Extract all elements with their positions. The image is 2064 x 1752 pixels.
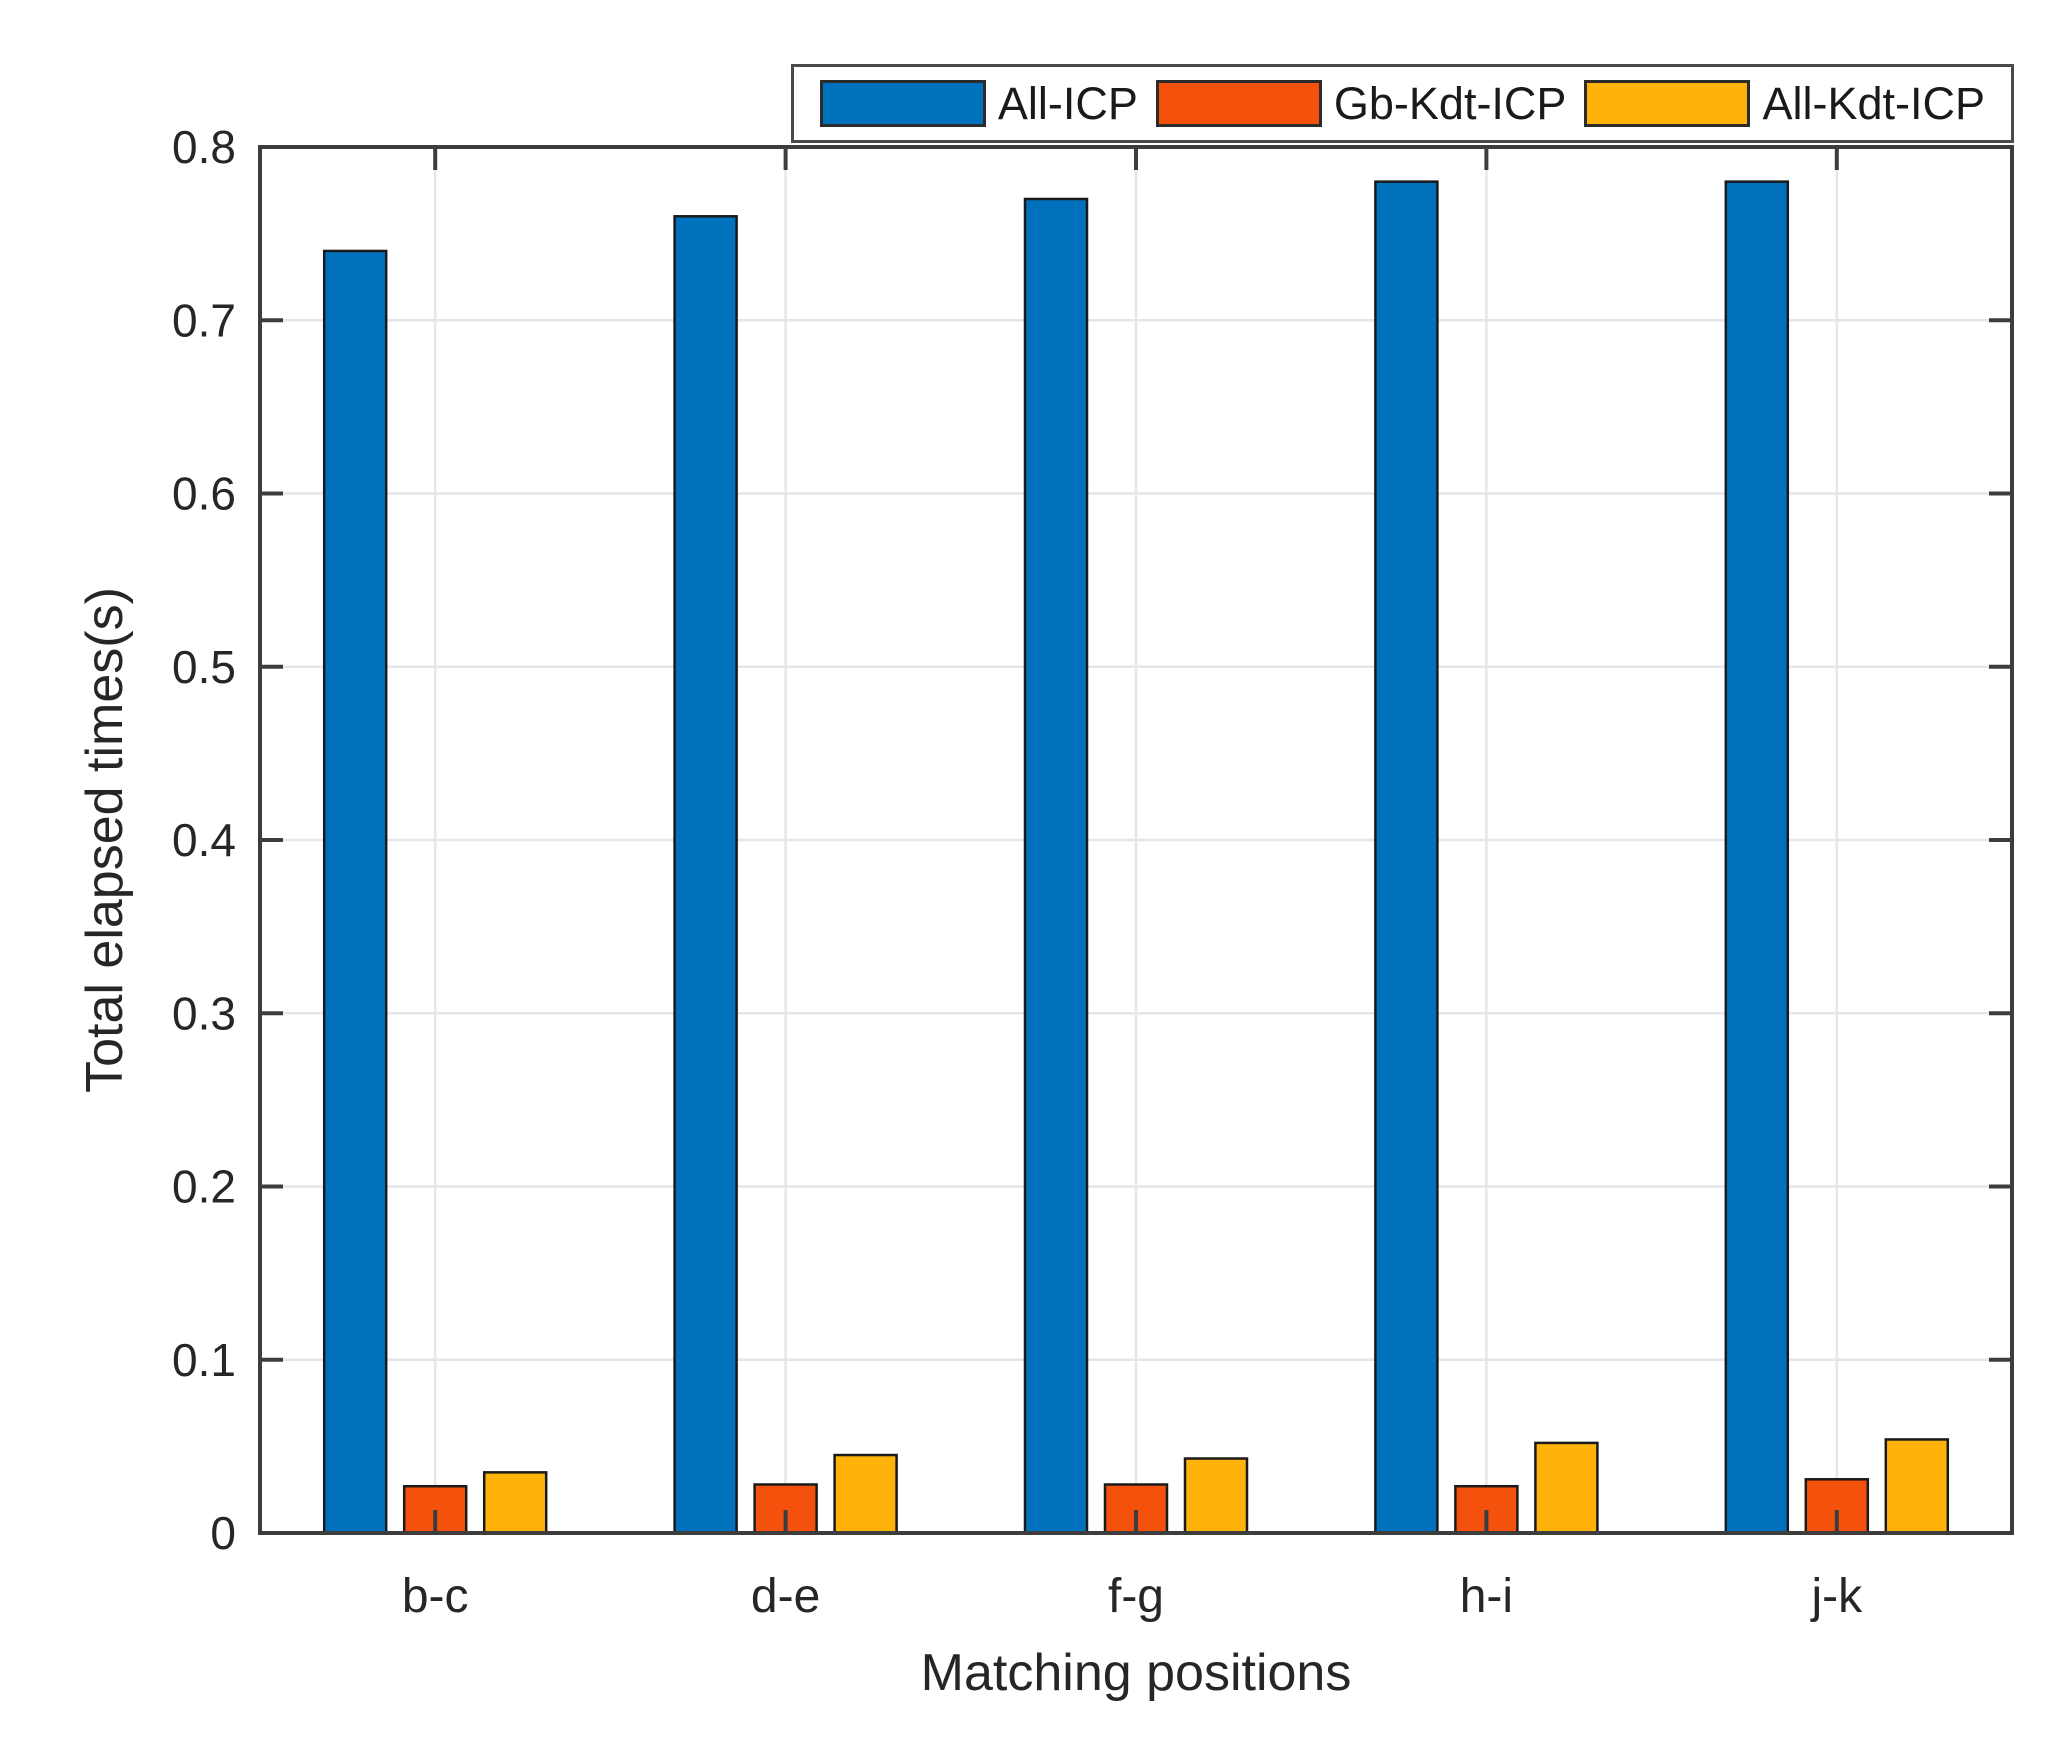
x-tick-label: d-e	[751, 1570, 820, 1623]
bar-all-icp-d-e	[673, 215, 738, 1535]
x-tick-label: f-g	[1108, 1570, 1164, 1623]
y-tick-label: 0.7	[172, 294, 236, 346]
bar-all-icp-b-c	[322, 249, 388, 1535]
bar-all-icp-f-g	[1023, 197, 1089, 1535]
legend-label: All-Kdt-ICP	[1762, 77, 1985, 129]
bar-all-kdt-icp-f-g	[1183, 1457, 1249, 1535]
bar-all-kdt-icp-b-c	[482, 1471, 548, 1535]
legend: All-ICP Gb-Kdt-ICP All-Kdt-ICP	[790, 64, 2014, 143]
bar-all-icp-h-i	[1374, 180, 1439, 1535]
y-tick-label: 0.5	[172, 641, 236, 693]
plot-frame	[258, 145, 2014, 1535]
legend-swatch-all-kdt-icp	[1584, 80, 1751, 127]
x-tick-label: h-i	[1460, 1570, 1513, 1623]
bar-all-icp-j-k	[1724, 180, 1790, 1535]
bar-all-kdt-icp-j-k	[1884, 1438, 1950, 1535]
y-tick-label: 0.3	[172, 987, 236, 1039]
y-tick-label: 0.6	[172, 468, 236, 520]
legend-label: All-ICP	[997, 77, 1138, 129]
legend-swatch-gb-kdt-icp	[1155, 80, 1322, 127]
legend-item-gb-kdt-icp: Gb-Kdt-ICP	[1155, 77, 1567, 130]
y-tick-label: 0	[210, 1507, 236, 1559]
legend-item-all-kdt-icp: All-Kdt-ICP	[1584, 78, 1985, 130]
y-tick-label: 0.1	[172, 1334, 236, 1386]
x-tick-label: b-c	[402, 1570, 469, 1623]
legend-item-all-icp: All-ICP	[819, 77, 1138, 130]
legend-swatch-all-icp	[819, 80, 986, 127]
y-tick-label: 0.4	[172, 814, 236, 866]
x-axis-label: Matching positions	[921, 1644, 1352, 1702]
x-tick-label: j-k	[1809, 1570, 1863, 1623]
y-tick-label: 0.2	[172, 1161, 236, 1213]
y-tick-label: 0.8	[172, 121, 236, 173]
legend-label: Gb-Kdt-ICP	[1333, 77, 1567, 129]
y-axis-label: Total elapsed times(s)	[76, 587, 134, 1093]
bar-all-kdt-icp-d-e	[833, 1453, 898, 1535]
bar-all-kdt-icp-h-i	[1534, 1441, 1599, 1535]
